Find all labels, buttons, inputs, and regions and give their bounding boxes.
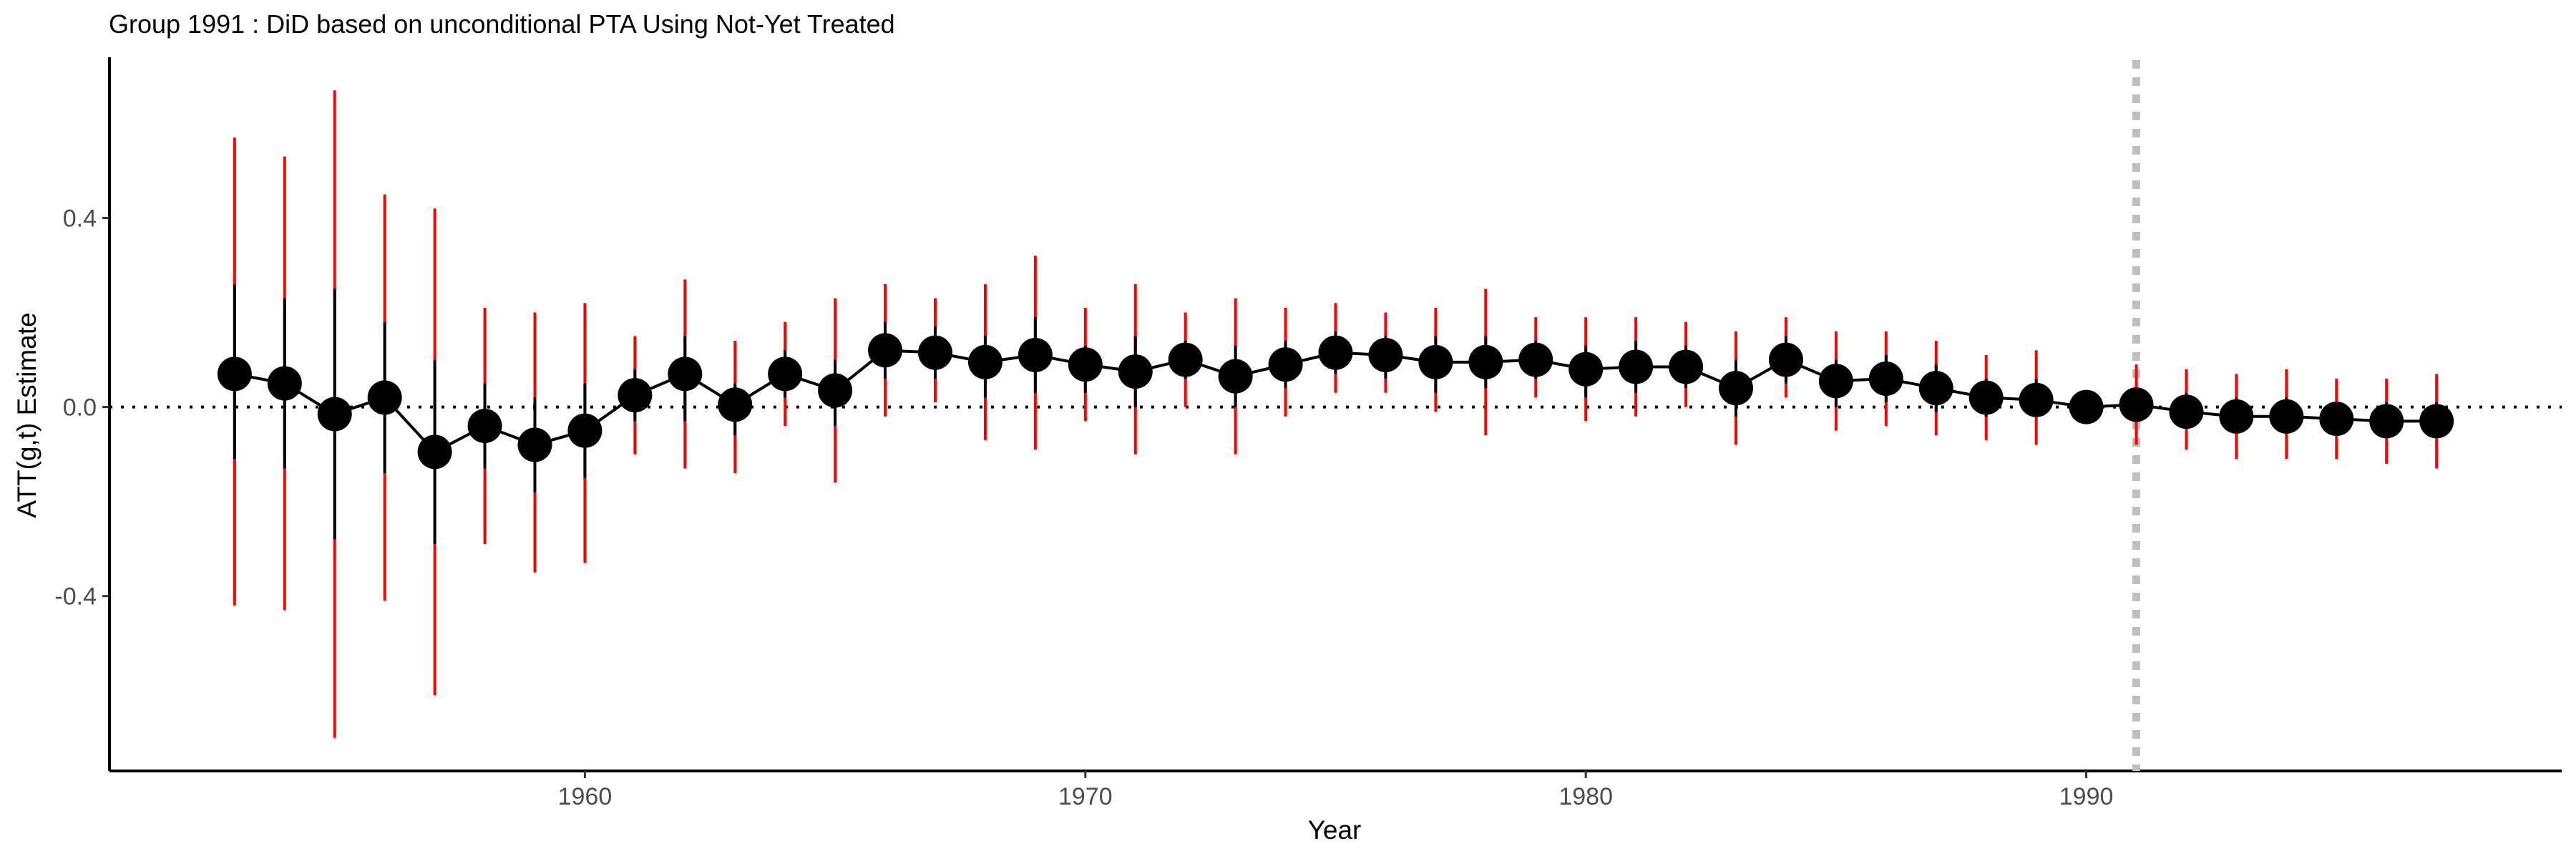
data-point [1719,371,1754,406]
x-tick-label: 1990 [2059,783,2114,810]
data-point [567,413,602,448]
x-tick-label: 1960 [558,783,613,810]
x-axis-label: Year [1308,815,1362,845]
data-point [267,366,302,401]
data-point [2369,404,2404,439]
data-point [1318,335,1353,370]
data-point [1018,337,1053,372]
data-point [2319,402,2354,437]
data-point [618,378,653,413]
y-tick-label: 0.4 [63,205,97,232]
data-point [2119,387,2154,422]
data-point [1868,361,1903,396]
data-point [367,380,402,415]
data-point [1468,344,1503,379]
data-point [668,356,703,392]
data-point [1168,342,1203,377]
y-axis-label: ATT(g,t) Estimate [12,312,42,518]
data-point [1368,337,1403,372]
data-point [1619,349,1654,384]
x-tick-label: 1970 [1058,783,1113,810]
data-point [317,397,352,432]
data-point [868,333,903,368]
data-point [768,356,803,392]
data-point [2269,399,2304,434]
data-point [2069,389,2104,424]
data-point [2219,399,2254,434]
data-point [917,335,952,370]
data-point [1068,347,1103,382]
data-point [2019,382,2054,417]
data-point [1268,347,1303,382]
plot-area: 1960 1970 1980 1990 -0.4 0.0 0.4 [54,57,2562,810]
data-point [1968,380,2004,415]
x-tick-label: 1980 [1558,783,1613,810]
data-point [217,356,252,392]
data-point [2419,404,2454,439]
data-point [967,344,1002,379]
data-point [1118,354,1153,389]
data-point [1918,371,1953,406]
data-point [1218,359,1253,394]
data-point [1669,349,1704,384]
data-point [417,435,452,470]
y-tick-label: -0.4 [54,583,97,611]
data-point [1568,351,1604,387]
data-point [818,373,853,408]
data-point [1768,342,1803,377]
data-point [2169,394,2204,430]
data-point [718,387,753,422]
data-point [467,409,502,444]
data-point [1518,342,1553,377]
data-point [517,427,552,462]
chart-title: Group 1991 : DiD based on unconditional … [109,9,895,39]
data-point [1418,344,1453,379]
data-point [1818,364,1853,399]
y-tick-label: 0.0 [63,394,97,422]
